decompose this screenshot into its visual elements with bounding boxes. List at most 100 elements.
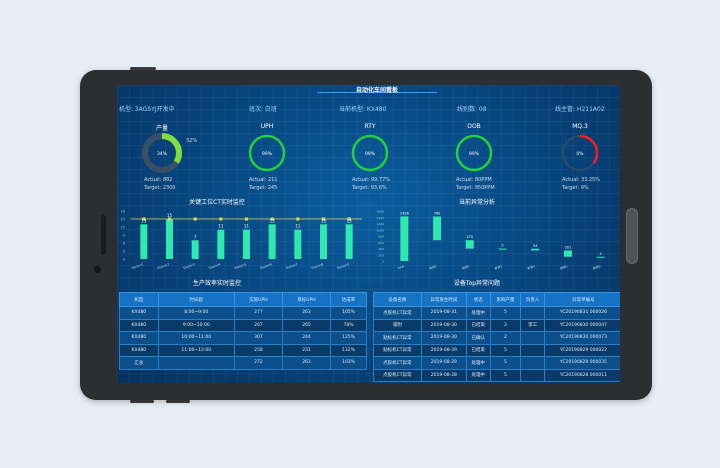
table-cell: 2019-08-31 [420,306,468,320]
table-cell: 244 [281,331,332,345]
bar [400,216,409,261]
gauge-actual: Actual: 882 [144,177,173,183]
x-tick-label: Station3 [182,262,195,270]
target-marker [219,217,223,221]
table-row[interactable]: 点胶机CT异常 2019-08-29 处理中 5 YC20190829 000035 [373,356,620,370]
y-tick-label: 18 [121,210,125,214]
table-row[interactable]: 汇总 272 263 103% [119,356,367,370]
bar-label: 270 [466,235,473,239]
right-table-title: 设备Top异常问题 [453,280,501,287]
table-cell: 点胶机CT异常 [373,356,422,370]
table-cell: KX480 [119,343,159,357]
camera-icon [94,266,101,273]
table-cell: 已结束 [466,343,491,357]
table-cell: 贴标机CT异常 [373,343,422,357]
column-header: 状态 [466,292,491,307]
table-cell: 11:00~12:00 [157,343,235,357]
y-tick-label: 12 [121,226,125,230]
bar-label: 13 [321,218,327,223]
bar-label: 4 [600,252,603,256]
page-title: 自动化车间看板 [317,85,437,94]
target-marker [168,217,171,221]
x-tick-label: 异常3 [494,263,503,270]
volume-up-button[interactable] [166,400,190,403]
table-cell [520,343,545,357]
gauge-value: 99% [262,151,273,157]
bar [217,229,225,259]
table-cell: 李工 [520,318,545,332]
x-tick-label: 异常4 [526,263,535,270]
table-cell: 105% [330,306,367,320]
table-row[interactable]: 贴标机CT异常 2019-08-30 已确认 2 YC20190830 000073 [373,331,620,345]
volume-down-button[interactable] [130,400,154,403]
gauge-actual: Actual: 80PPM [456,177,492,183]
table-row[interactable]: KX480 10:00~11:00 307 244 125% [119,331,367,345]
table-row[interactable]: KX480 8:00~9:00 277 263 105% [119,306,367,320]
table-cell: 5 [489,356,522,370]
table-row[interactable]: 锁附 2019-08-30 已结束 3 李工 YC20190830 000047 [373,318,620,332]
table-cell [520,368,545,382]
gauge-fill [142,133,182,173]
table-cell: 112% [330,343,367,357]
table-cell: 263 [281,306,332,320]
gauge-fill [351,134,389,172]
gauge-value: 0% [576,151,584,157]
y-tick-label: 0 [123,258,125,262]
table-cell [520,356,545,370]
column-header: 实际UPH [233,292,283,307]
gauge-target: Target: 245 [249,185,278,191]
table-row[interactable]: KX480 9:00~10:00 207 265 78% [119,318,367,332]
table-cell: 3 [489,318,522,332]
speaker-grille [101,215,106,255]
table-cell: 处理中 [466,356,491,370]
table-cell: 207 [233,318,283,332]
table-cell: YC20190829 000035 [543,356,620,370]
bar [596,256,605,258]
ct-chart-title: 关键工位CT实时监控 [189,199,245,206]
table-cell: KX480 [119,318,159,332]
bar [191,240,199,259]
column-header: 影响产量 [489,292,522,307]
gauge-uph: 99% [248,134,286,172]
target-marker [245,217,248,221]
x-tick-label: Station6 [259,262,272,270]
table-row[interactable]: 贴标机CT异常 2019-08-29 已结束 5 YC20190829 000022 [373,343,620,357]
gauge-title: RTY [364,123,376,130]
bar [498,248,507,250]
table-cell: 2019-08-29 [420,356,468,370]
bar-label: 1426 [400,211,409,215]
table-cell: YC20190830 000073 [543,331,620,345]
table-cell: 处理中 [466,306,491,320]
gauge-actual: Actual: 99.77% [352,177,391,183]
bar-label: 5 [501,244,503,248]
column-header: 时间段 [157,292,235,307]
column-header: 异常发生时间 [420,292,468,307]
bar-label: 11 [295,224,301,229]
table-cell: 已结束 [466,318,491,332]
gauge-title: OOB [467,123,481,130]
gauge-title: MQ.3 [572,123,588,130]
bar [140,224,148,259]
home-button[interactable] [626,208,638,264]
x-tick-label: Station4 [208,262,221,270]
x-tick-label: Station2 [157,262,170,270]
gauge-actual: Actual: 33.25% [562,177,601,183]
y-tick-label: 1200 [376,222,384,226]
table-cell: 8:00~9:00 [157,306,235,320]
table-cell: YC20190829 000022 [543,343,620,357]
table-cell: 点胶机CT异常 [373,306,422,320]
power-button[interactable] [130,67,156,70]
target-marker [347,217,351,221]
table-cell: 5 [489,343,522,357]
bar-label: 13 [270,218,276,223]
table-row[interactable]: 点胶机CT异常 2019-08-31 处理中 5 YC20190831 000026 [373,306,620,320]
table-cell: YC20190831 000026 [543,306,620,320]
table-cell: 2019-08-29 [420,343,468,357]
table-row[interactable]: 点胶机CT异常 2019-08-28 处理中 5 YC20190828 000011 [373,368,620,382]
gauge-target: Target: 950PPM [456,185,495,191]
target-marker [193,217,197,221]
column-header: 机型 [119,292,159,307]
table-row[interactable]: KX480 11:00~12:00 258 231 112% [119,343,367,357]
table-cell: 258 [233,343,283,357]
bar [294,229,302,259]
